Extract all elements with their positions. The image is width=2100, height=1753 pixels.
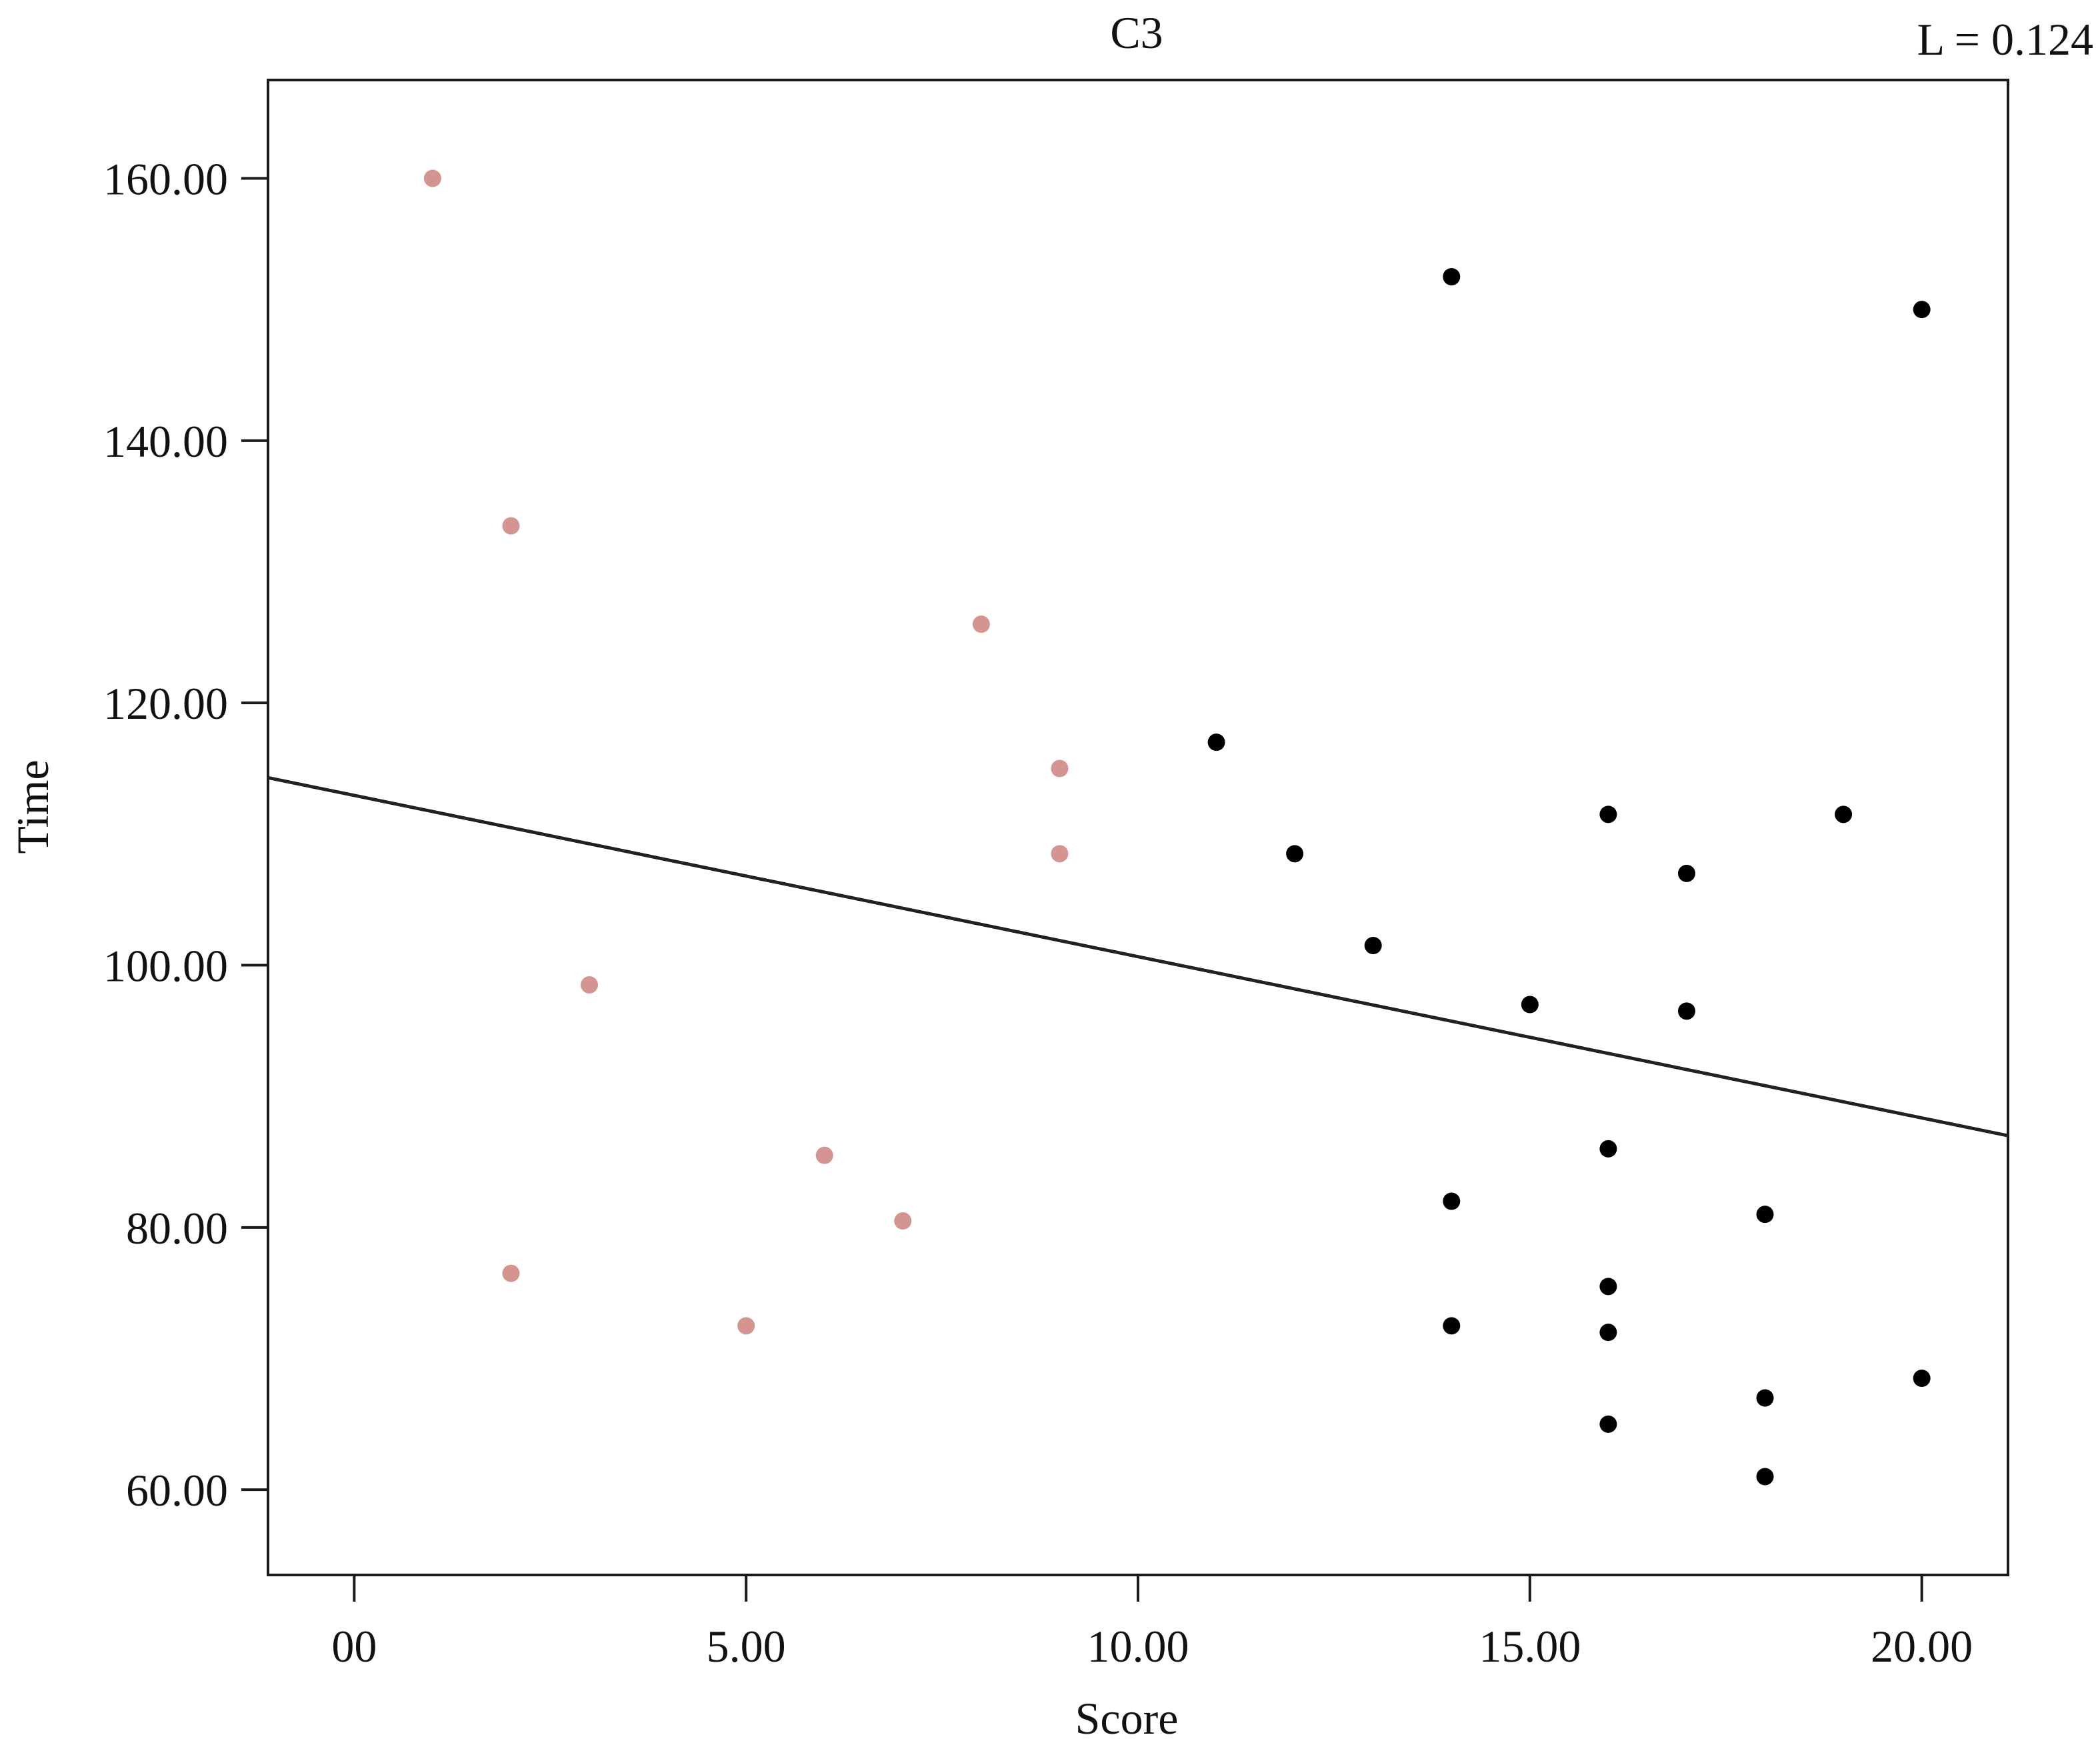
data-point — [1286, 845, 1304, 863]
plot-area: 00 5.00 10.00 15.00 20.00 60.00 80.00 100.00 120… — [103, 79, 2009, 1672]
data-point — [1677, 1002, 1695, 1020]
data-point — [815, 1146, 833, 1164]
fit-statistic-label: L = 0.124 — [1917, 14, 2093, 65]
fit-line — [267, 775, 2009, 1138]
data-point — [1913, 1370, 1931, 1387]
x-tick-label: 5.00 — [707, 1621, 786, 1672]
data-point — [423, 169, 441, 187]
data-point — [1051, 759, 1069, 777]
data-point — [1756, 1206, 1774, 1224]
y-tick-label: 100.00 — [103, 941, 228, 992]
data-point — [1599, 1415, 1617, 1433]
data-point — [581, 976, 599, 994]
x-tick-label: 20.00 — [1871, 1621, 1973, 1672]
x-axis-title: Score — [1075, 1693, 1179, 1744]
chart-title: C3 — [1110, 7, 1163, 58]
data-point — [1677, 864, 1695, 882]
data-point — [1599, 1324, 1617, 1342]
data-point — [502, 517, 520, 535]
data-point — [1599, 1278, 1617, 1296]
data-point — [1835, 805, 1853, 823]
data-point — [1599, 805, 1617, 823]
data-point — [1756, 1468, 1774, 1486]
data-point — [1364, 937, 1382, 954]
x-tick-label: 00 — [331, 1621, 377, 1672]
x-tick-label: 15.00 — [1479, 1621, 1581, 1672]
data-point — [1756, 1389, 1774, 1407]
x-tick-label: 10.00 — [1087, 1621, 1189, 1672]
data-point — [894, 1212, 912, 1230]
data-point — [1051, 845, 1069, 863]
y-tick-label: 120.00 — [103, 678, 228, 729]
data-point — [1443, 1192, 1461, 1210]
data-point — [1207, 733, 1225, 751]
y-tick-label: 140.00 — [103, 416, 228, 467]
data-point — [1599, 1140, 1617, 1158]
data-point — [1521, 996, 1539, 1014]
data-point — [1443, 268, 1461, 285]
plot-frame — [267, 79, 2009, 1576]
y-tick-label: 160.00 — [103, 154, 228, 205]
data-point — [502, 1264, 520, 1282]
y-tick-label: 80.00 — [126, 1203, 228, 1254]
data-point — [1913, 301, 1931, 319]
data-point — [1443, 1317, 1461, 1335]
data-point — [972, 615, 990, 633]
y-axis-title: Time — [7, 759, 58, 853]
y-tick-label: 60.00 — [126, 1465, 228, 1516]
data-point — [737, 1317, 755, 1335]
